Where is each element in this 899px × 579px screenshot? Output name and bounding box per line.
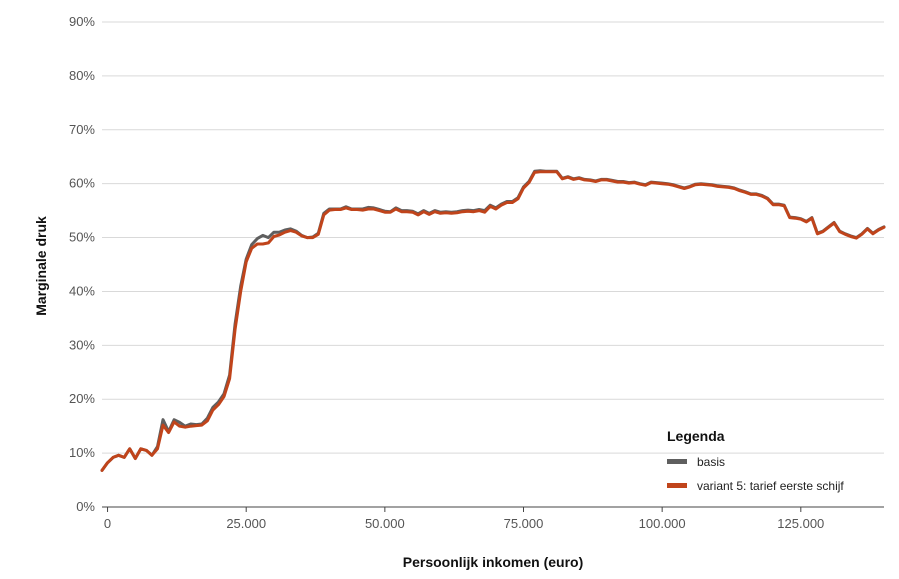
x-tick-label: 125.000 [777, 516, 824, 531]
y-tick-label: 40% [69, 283, 95, 298]
series-line-1 [100, 170, 886, 472]
y-tick-label: 60% [69, 176, 95, 191]
x-tick-label: 0 [104, 516, 111, 531]
x-tick-label: 100.000 [639, 516, 686, 531]
legend-items: basis variant 5: tarief eerste schijf [667, 455, 844, 493]
x-axis-title: Persoonlijk inkomen (euro) [403, 554, 583, 570]
y-tick-labels: 0% 10% 20% 30% 40% 50% 60% 70% 80% 90% [69, 14, 95, 514]
y-tick-label: 70% [69, 122, 95, 137]
x-tick-labels: 0 25.000 50.000 75.000 100.000 125.000 [104, 507, 824, 531]
y-tick-label: 20% [69, 391, 95, 406]
legend-label: basis [697, 455, 725, 469]
legend-label: variant 5: tarief eerste schijf [697, 479, 844, 493]
y-tick-label: 90% [69, 14, 95, 29]
y-tick-label: 10% [69, 445, 95, 460]
y-tick-label: 80% [69, 68, 95, 83]
legend-swatch [667, 459, 687, 464]
y-tick-label: 50% [69, 230, 95, 245]
x-tick-label: 25.000 [226, 516, 266, 531]
y-tick-label: 30% [69, 337, 95, 352]
y-axis-title: Marginale druk [33, 216, 49, 316]
series-lines [100, 169, 886, 472]
x-tick-label: 75.000 [504, 516, 544, 531]
legend-swatch [667, 483, 687, 488]
legend: Legenda basis variant 5: tarief eerste sc… [667, 428, 844, 493]
y-tick-label: 0% [76, 499, 95, 514]
legend-title: Legenda [667, 428, 725, 444]
x-tick-label: 50.000 [365, 516, 405, 531]
